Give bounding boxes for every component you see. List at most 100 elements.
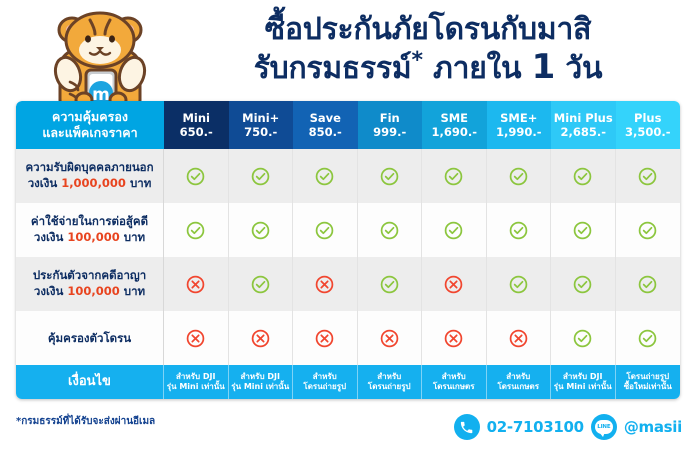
- column-header-coverage: ความคุ้มครอง และแพ็คเกจราคา: [16, 101, 164, 149]
- check-icon: [251, 167, 270, 185]
- check-icon: [444, 221, 463, 239]
- phone-icon[interactable]: [453, 414, 480, 440]
- condition-plan-fin: สำหรับ โดรนถ่ายรูป: [358, 365, 422, 399]
- condition-plan-plus: โดรนถ่ายรูป ซื้อใหม่เท่านั้น: [616, 365, 681, 399]
- column-header-plan-fin[interactable]: Fin 999.-: [357, 101, 422, 149]
- cross-icon: [186, 275, 205, 293]
- check-icon: [315, 167, 334, 185]
- line-id[interactable]: @masii: [623, 418, 682, 436]
- limit-suffix: บาท: [119, 284, 146, 299]
- column-header-plan-save[interactable]: Save 850.-: [293, 101, 358, 149]
- plan-name: Fin: [379, 110, 400, 125]
- condition-plan-mini-plus: สำหรับ DJI รุ่น Mini เท่านั้น: [229, 365, 293, 399]
- condition-line-1: สำหรับ DJI: [176, 372, 216, 381]
- column-header-plan-plus[interactable]: Plus 3,500.-: [615, 101, 680, 149]
- check-icon: [315, 221, 334, 239]
- cell-r2c3: [293, 203, 358, 257]
- limit-amount: 100,000: [67, 284, 120, 299]
- row-label-title: ประกันตัวจากคดีอาญา: [32, 268, 147, 283]
- plan-price: 3,500.-: [624, 125, 671, 139]
- check-icon: [186, 167, 205, 185]
- limit-prefix: วงเงิน: [33, 230, 68, 245]
- table-header-row: ความคุ้มครอง และแพ็คเกจราคา Mini 650.- M…: [16, 101, 680, 149]
- line-icon[interactable]: LINE: [590, 414, 617, 440]
- check-icon: [573, 329, 592, 347]
- phone-number[interactable]: 02-7103100: [486, 418, 584, 436]
- coverage-header-line-2: และแพ็คเกจราคา: [42, 125, 138, 140]
- check-icon: [573, 167, 592, 185]
- table-row: ประกันตัวจากคดีอาญา วงเงิน 100,000 บาท: [16, 257, 680, 311]
- check-icon: [509, 221, 528, 239]
- condition-line-1: สำหรับ DJI: [240, 372, 280, 381]
- cross-icon: [251, 329, 270, 347]
- table-row: คุ้มครองตัวโดรน: [16, 311, 680, 365]
- row-label-criminal-bail: ประกันตัวจากคดีอาญา วงเงิน 100,000 บาท: [16, 257, 164, 311]
- check-icon: [380, 275, 399, 293]
- column-header-plan-sme[interactable]: SME 1,690.-: [422, 101, 487, 149]
- limit-suffix: บาท: [125, 176, 152, 191]
- cell-r3c5: [422, 257, 487, 311]
- plan-name: SME: [440, 110, 469, 125]
- cell-r2c2: [228, 203, 293, 257]
- condition-line-1: โดรนถ่ายรูป: [626, 372, 670, 381]
- condition-line-2: รุ่น Mini เท่านั้น: [553, 382, 612, 391]
- cross-icon: [315, 275, 334, 293]
- cell-r3c3: [293, 257, 358, 311]
- cell-r1c7: [551, 149, 616, 203]
- condition-line-1: สำหรับ: [377, 372, 402, 381]
- table-row: ความรับผิดบุคคลภายนอก วงเงิน 1,000,000 บ…: [16, 149, 680, 203]
- row-label-legal-defense-cost: ค่าใช้จ่ายในการต่อสู้คดี วงเงิน 100,000 …: [16, 203, 164, 257]
- plan-price: 999.-: [373, 125, 407, 139]
- condition-line-1: สำหรับ: [441, 372, 466, 381]
- plan-name: Plus: [634, 110, 662, 125]
- column-header-plan-mini[interactable]: Mini 650.-: [164, 101, 229, 149]
- check-icon: [380, 221, 399, 239]
- cell-r1c4: [357, 149, 422, 203]
- cross-icon: [315, 329, 334, 347]
- row-label-limit: วงเงิน 100,000 บาท: [34, 229, 145, 246]
- policy-footnote: *กรมธรรม์ที่ได้รับจะส่งผ่านอีเมล: [16, 416, 156, 427]
- row-label-title: ค่าใช้จ่ายในการต่อสู้คดี: [30, 214, 149, 229]
- cross-icon: [509, 329, 528, 347]
- cell-r4c7: [551, 311, 616, 365]
- check-icon: [509, 167, 528, 185]
- cell-r2c6: [486, 203, 551, 257]
- column-header-plan-mini-plus[interactable]: Mini+ 750.-: [228, 101, 293, 149]
- cell-r4c6: [486, 311, 551, 365]
- row-label-title: ความรับผิดบุคคลภายนอก: [25, 160, 154, 175]
- row-label-drone-hull-cover: คุ้มครองตัวโดรน: [16, 311, 164, 365]
- plan-name: Mini+: [242, 110, 280, 125]
- condition-line-1: สำหรับ: [312, 372, 337, 381]
- line-icon-label: LINE: [597, 424, 611, 430]
- table-row: ค่าใช้จ่ายในการต่อสู้คดี วงเงิน 100,000 …: [16, 203, 680, 257]
- cell-r4c1: [164, 311, 229, 365]
- cell-r1c2: [228, 149, 293, 203]
- condition-plan-sme-plus: สำหรับ โดรนเกษตร: [487, 365, 551, 399]
- column-header-plan-mini-plus-pkg[interactable]: Mini Plus 2,685.-: [551, 101, 616, 149]
- cross-icon: [186, 329, 205, 347]
- limit-amount: 100,000: [67, 230, 120, 245]
- cell-r4c2: [228, 311, 293, 365]
- headline-day-unit: วัน: [555, 51, 603, 87]
- plan-price: 750.-: [244, 125, 278, 139]
- cell-r1c6: [486, 149, 551, 203]
- masii-tiger-mascot: m: [46, 8, 154, 114]
- column-header-plan-sme-plus[interactable]: SME+ 1,990.-: [486, 101, 551, 149]
- hero-section: m ซื้อประกันภัยโดรนกับมาสิ รับกรมธรรม์* …: [0, 0, 696, 114]
- plan-price: 1,990.-: [495, 125, 542, 139]
- check-icon: [573, 221, 592, 239]
- cell-r3c7: [551, 257, 616, 311]
- headline-days-number: 1: [531, 47, 556, 88]
- limit-amount: 1,000,000: [61, 176, 126, 191]
- plan-name: SME+: [500, 110, 538, 125]
- cell-r4c4: [357, 311, 422, 365]
- headline-line-1: ซื้อประกันภัยโดรนกับมาสิ: [264, 12, 592, 47]
- condition-plan-mini-plus-pkg: สำหรับ DJI รุ่น Mini เท่านั้น: [551, 365, 616, 399]
- cell-r1c3: [293, 149, 358, 203]
- cell-r2c7: [551, 203, 616, 257]
- condition-plan-save: สำหรับ โดรนถ่ายรูป: [293, 365, 358, 399]
- cell-r3c4: [357, 257, 422, 311]
- plan-name: Mini Plus: [553, 110, 613, 125]
- headline-asterisk: *: [411, 48, 423, 74]
